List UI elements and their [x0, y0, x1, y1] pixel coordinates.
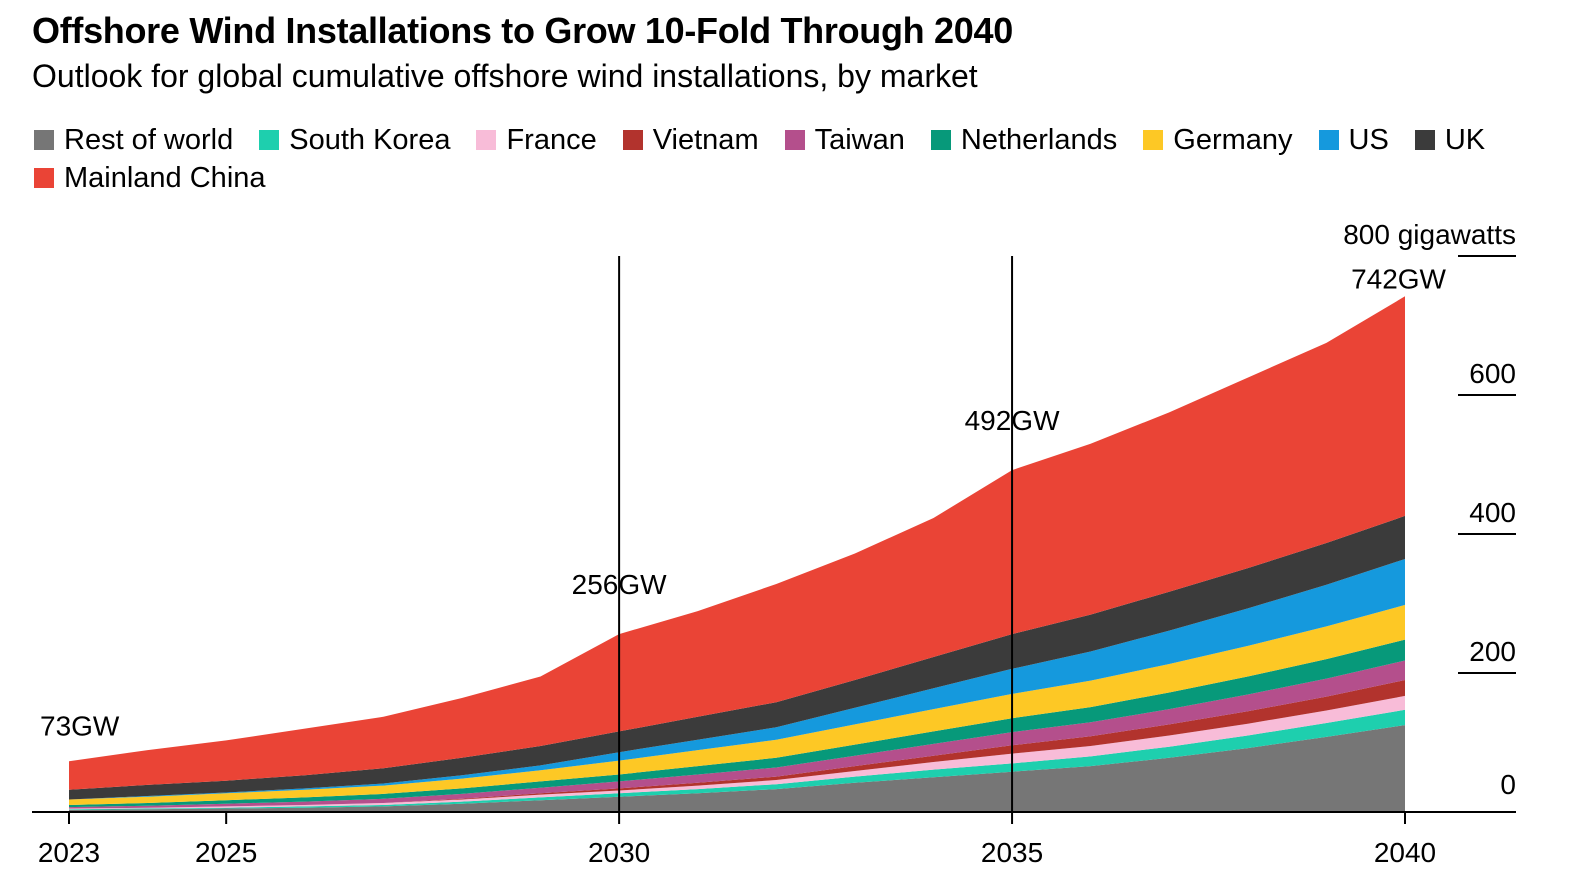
area-vietnam	[69, 680, 1405, 809]
area-rest-of-world	[69, 725, 1405, 812]
total-label-2040: 742GW	[1351, 263, 1446, 294]
y-tick-label-200: 200	[1469, 636, 1516, 667]
legend-label-taiwan: Taiwan	[814, 124, 905, 156]
area-mainland-china	[69, 296, 1405, 790]
legend-label-us: US	[1348, 124, 1389, 156]
legend-label-vietnam: Vietnam	[652, 124, 759, 156]
legend-swatch-rest-of-world	[34, 130, 54, 150]
y-tick-label-0: 0	[1500, 769, 1516, 800]
legend-item-rest-of-world: Rest of world	[34, 124, 233, 156]
legend-swatch-mainland-china	[34, 168, 54, 188]
legend-label-france: France	[506, 124, 597, 156]
legend-item-france: France	[476, 124, 597, 156]
x-tick-label-2030: 2030	[588, 837, 650, 868]
x-tick-label-2040: 2040	[1374, 837, 1436, 868]
total-label-2035: 492GW	[965, 405, 1060, 436]
legend-swatch-netherlands	[930, 130, 951, 150]
legend-item-taiwan: Taiwan	[784, 124, 905, 156]
area-taiwan	[69, 660, 1405, 809]
area-series-group	[69, 296, 1405, 812]
legend-label-mainland-china: Mainland China	[64, 162, 266, 194]
legend-item-netherlands: Netherlands	[930, 124, 1118, 156]
x-tick-label-2035: 2035	[981, 837, 1043, 868]
legend-label-rest-of-world: Rest of world	[64, 124, 234, 156]
chart-subtitle: Outlook for global cumulative offshore w…	[32, 58, 978, 94]
legend-swatch-vietnam	[622, 130, 643, 150]
y-tick-label-400: 400	[1469, 497, 1516, 528]
legend-label-germany: Germany	[1173, 124, 1293, 156]
legend-swatch-france	[476, 130, 497, 150]
chart-title: Offshore Wind Installations to Grow 10-F…	[32, 10, 1013, 51]
area-south-korea	[69, 709, 1405, 810]
legend-swatch-south-korea	[259, 130, 280, 150]
y-tick-label-600: 600	[1469, 358, 1516, 389]
chart-legend: Rest of world South Korea France Vietnam Tai…	[34, 124, 1514, 194]
legend-item-germany: Germany	[1143, 124, 1293, 156]
area-france	[69, 695, 1405, 810]
legend-label-uk: UK	[1444, 124, 1486, 156]
legend-swatch-us	[1318, 130, 1339, 150]
legend-item-uk: UK	[1414, 124, 1486, 156]
legend-item-mainland-china: Mainland China	[34, 162, 266, 194]
legend-label-netherlands: Netherlands	[960, 124, 1118, 156]
total-label-2030: 256GW	[572, 569, 667, 600]
total-label-2023: 73GW	[40, 710, 120, 741]
legend-label-south-korea: South Korea	[289, 124, 451, 156]
legend-item-south-korea: South Korea	[259, 124, 450, 156]
legend-item-vietnam: Vietnam	[622, 124, 759, 156]
legend-swatch-uk	[1414, 130, 1435, 150]
x-tick-label-2023: 2023	[38, 837, 100, 868]
y-tick-label-800: 800 gigawatts	[1343, 219, 1516, 250]
x-tick-label-2025: 2025	[195, 837, 257, 868]
legend-swatch-germany	[1143, 130, 1164, 150]
legend-item-us: US	[1318, 124, 1389, 156]
legend-swatch-taiwan	[784, 130, 805, 150]
